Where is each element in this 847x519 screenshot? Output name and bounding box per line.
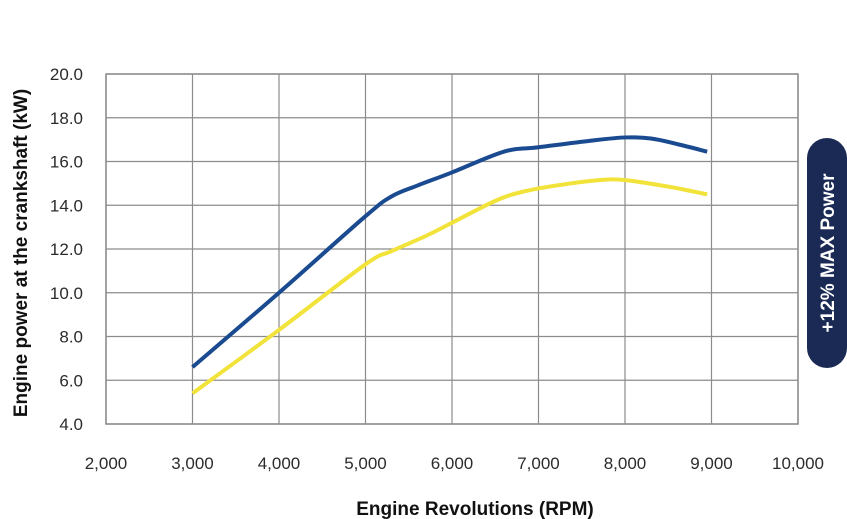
y-tick-label-2: 8.0 (59, 328, 83, 347)
x-tick-label-5: 7,000 (517, 454, 560, 473)
badge-background (807, 138, 847, 368)
y-axis-title: Engine power at the crankshaft (kW) (11, 89, 32, 417)
y-tick-label-8: 20.0 (50, 65, 83, 84)
x-tick-label-0: 2,000 (85, 454, 128, 473)
x-tick-label-3: 5,000 (344, 454, 387, 473)
series-line-0 (191, 135, 708, 369)
y-tick-label-3: 10.0 (50, 284, 83, 303)
plot-area-frame (105, 73, 799, 425)
grid-lines (105, 73, 799, 425)
y-axis-ticks: 4.0 6.0 8.0 10.0 12.0 14.0 16.0 18.0 20.0 (50, 65, 83, 434)
x-tick-label-6: 8,000 (604, 454, 647, 473)
x-tick-label-7: 9,000 (690, 454, 733, 473)
x-tick-label-2: 4,000 (258, 454, 301, 473)
x-axis-title: Engine Revolutions (RPM) (356, 499, 594, 519)
x-axis-ticks: 2,000 3,000 4,000 5,000 6,000 7,000 8,000 9,000… (85, 454, 824, 473)
y-tick-label-7: 18.0 (50, 109, 83, 128)
max-power-badge: +12% MAX Power (807, 138, 847, 368)
badge-label: +12% MAX Power (818, 173, 839, 333)
series-lines (191, 135, 708, 395)
x-tick-label-8: 10,000 (772, 454, 824, 473)
y-tick-label-0: 4.0 (59, 415, 83, 434)
y-tick-label-4: 12.0 (50, 240, 83, 259)
y-tick-label-1: 6.0 (59, 371, 83, 390)
series-line-1 (191, 177, 708, 395)
x-tick-label-4: 6,000 (431, 454, 474, 473)
y-tick-label-6: 16.0 (50, 153, 83, 172)
x-tick-label-1: 3,000 (171, 454, 214, 473)
y-tick-label-5: 14.0 (50, 196, 83, 215)
